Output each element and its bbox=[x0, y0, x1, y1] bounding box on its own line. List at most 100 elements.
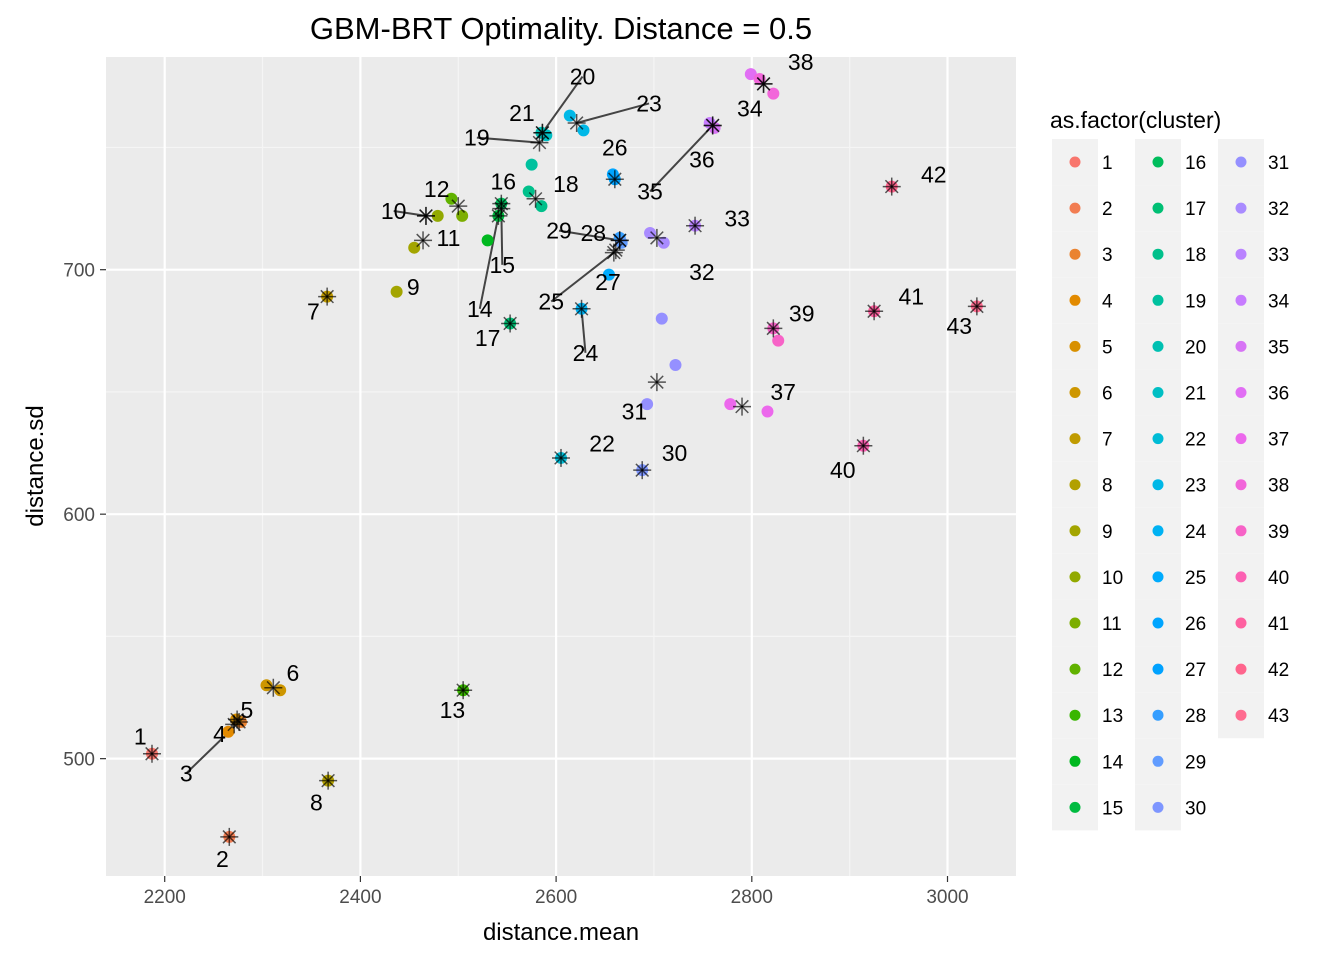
y-tick-label: 500 bbox=[63, 750, 95, 771]
legend-swatch bbox=[1152, 571, 1164, 583]
cluster-labels: 1234567891011121314151617181920212223242… bbox=[134, 49, 972, 872]
legend-label: 34 bbox=[1268, 291, 1290, 312]
legend-label: 17 bbox=[1185, 199, 1206, 220]
legend-swatch bbox=[1235, 571, 1247, 583]
centroid-marker bbox=[865, 302, 884, 321]
legend-swatch bbox=[1152, 525, 1164, 537]
centroid-marker bbox=[454, 681, 473, 700]
centroid-markers bbox=[142, 74, 986, 846]
legend-swatch bbox=[1069, 801, 1081, 813]
cluster-label-31: 31 bbox=[622, 398, 648, 424]
centroid-marker bbox=[264, 678, 283, 697]
leader-line bbox=[393, 210, 427, 217]
legend-label: 2 bbox=[1102, 199, 1113, 220]
centroid-stroke bbox=[266, 680, 281, 695]
cluster-label-16: 16 bbox=[490, 169, 516, 195]
legend-swatch bbox=[1069, 340, 1081, 352]
legend-swatch bbox=[1152, 202, 1164, 214]
legend-label: 16 bbox=[1185, 153, 1206, 174]
legend-swatch bbox=[1235, 387, 1247, 398]
cluster-label-7: 7 bbox=[307, 298, 320, 324]
legend-label: 8 bbox=[1102, 476, 1113, 497]
legend-label: 27 bbox=[1185, 660, 1206, 681]
legend-swatch bbox=[1069, 571, 1081, 583]
legend-label: 24 bbox=[1185, 522, 1207, 543]
cluster-label-20: 20 bbox=[570, 64, 596, 90]
centroid-stroke bbox=[222, 830, 237, 844]
cluster-label-4: 4 bbox=[213, 721, 226, 747]
legend-swatch bbox=[1069, 479, 1081, 491]
legend-swatch bbox=[1069, 294, 1081, 306]
data-point-cluster-39 bbox=[772, 334, 785, 347]
cluster-label-33: 33 bbox=[724, 205, 750, 231]
centroid-marker bbox=[647, 228, 666, 247]
data-point-cluster-31 bbox=[641, 398, 654, 411]
axis-tick-labels: 2200 2400 2600 2800 3000 500 600 700 bbox=[63, 261, 968, 908]
cluster-label-22: 22 bbox=[589, 430, 615, 456]
centroid-stroke bbox=[554, 451, 568, 465]
cluster-label-12: 12 bbox=[424, 176, 450, 202]
cluster-label-13: 13 bbox=[440, 697, 466, 723]
centroid-stroke bbox=[419, 209, 433, 223]
legend-label: 10 bbox=[1102, 568, 1123, 589]
legend-label: 9 bbox=[1102, 522, 1113, 543]
legend-label: 40 bbox=[1268, 568, 1289, 589]
cluster-label-19: 19 bbox=[464, 125, 490, 151]
centroid-marker bbox=[501, 314, 520, 333]
centroid-stroke bbox=[635, 463, 650, 477]
centroid-marker bbox=[703, 116, 722, 135]
legend-swatch bbox=[1152, 663, 1164, 675]
data-point-cluster-37 bbox=[724, 398, 737, 411]
centroid-stroke bbox=[607, 172, 622, 187]
data-point-cluster-32 bbox=[657, 236, 670, 249]
legend-swatch bbox=[1069, 617, 1081, 629]
centroid-marker bbox=[533, 123, 552, 142]
centroid-marker bbox=[489, 206, 508, 225]
cluster-label-10: 10 bbox=[381, 198, 407, 224]
x-tick-label: 3000 bbox=[926, 887, 968, 908]
legend-label: 15 bbox=[1102, 798, 1123, 819]
centroid-stroke bbox=[321, 773, 335, 788]
centroid-marker bbox=[319, 771, 338, 790]
legend-swatch bbox=[1152, 387, 1164, 398]
axis-ticks bbox=[100, 269, 949, 882]
centroid-stroke bbox=[451, 199, 466, 213]
data-point-cluster-31 bbox=[669, 359, 682, 372]
chart-title: GBM-BRT Optimality. Distance = 0.5 bbox=[310, 11, 812, 46]
leader-line bbox=[576, 102, 650, 124]
cluster-label-8: 8 bbox=[310, 790, 323, 816]
x-tick-label: 2600 bbox=[535, 887, 577, 908]
centroid-marker bbox=[882, 177, 901, 196]
legend-label: 22 bbox=[1185, 430, 1206, 451]
data-point-cluster-32 bbox=[644, 227, 657, 240]
centroid-stroke bbox=[650, 231, 664, 245]
legend-label: 31 bbox=[1268, 153, 1289, 174]
data-point-cluster-37 bbox=[761, 405, 774, 418]
legend-label: 20 bbox=[1185, 337, 1206, 358]
centroid-stroke bbox=[756, 77, 771, 91]
legend-label: 14 bbox=[1102, 752, 1124, 773]
centroid-marker bbox=[633, 461, 652, 480]
legend-label: 13 bbox=[1102, 706, 1123, 727]
legend-swatch bbox=[1152, 755, 1164, 767]
legend-label: 18 bbox=[1185, 245, 1206, 266]
cluster-label-40: 40 bbox=[830, 457, 856, 483]
cluster-label-9: 9 bbox=[407, 274, 420, 300]
cluster-label-21: 21 bbox=[509, 100, 535, 126]
data-point-cluster-9 bbox=[408, 241, 421, 254]
centroid-stroke bbox=[884, 179, 899, 194]
leader-line bbox=[550, 251, 615, 303]
centroid-marker bbox=[414, 231, 433, 250]
centroid-stroke bbox=[574, 301, 589, 316]
centroid-marker bbox=[567, 114, 586, 133]
leader-line bbox=[541, 75, 584, 134]
legend-swatch bbox=[1152, 801, 1164, 813]
cluster-label-42: 42 bbox=[921, 161, 947, 187]
centroid-marker bbox=[647, 373, 666, 392]
legend-label: 3 bbox=[1102, 245, 1113, 266]
legend-label: 25 bbox=[1185, 568, 1206, 589]
legend-label: 11 bbox=[1102, 614, 1122, 635]
cluster-label-5: 5 bbox=[241, 697, 254, 723]
legend-swatch bbox=[1152, 340, 1164, 352]
centroid-stroke bbox=[320, 289, 334, 304]
